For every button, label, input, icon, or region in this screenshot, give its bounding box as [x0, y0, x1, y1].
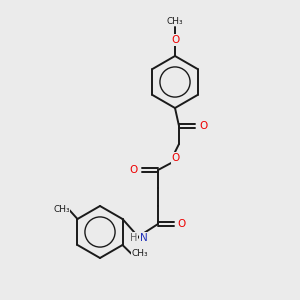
- Text: H: H: [130, 233, 138, 243]
- Text: O: O: [171, 35, 179, 45]
- Text: O: O: [178, 219, 186, 229]
- Text: O: O: [172, 153, 180, 163]
- Text: N: N: [140, 233, 148, 243]
- Text: O: O: [199, 121, 207, 131]
- Text: CH₃: CH₃: [53, 206, 70, 214]
- Text: CH₃: CH₃: [167, 16, 183, 26]
- Text: O: O: [130, 165, 138, 175]
- Text: CH₃: CH₃: [131, 250, 148, 259]
